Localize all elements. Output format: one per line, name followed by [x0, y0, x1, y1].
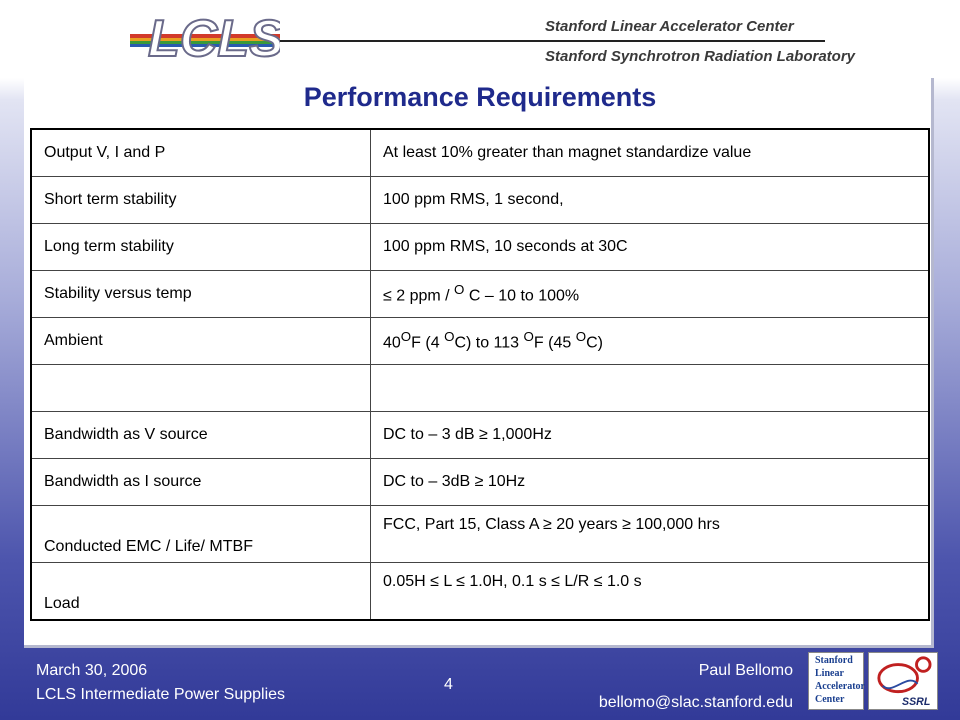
value-text: C) to 113	[454, 334, 524, 352]
value-text: C – 10 to 100%	[464, 287, 580, 305]
page-number: 4	[444, 676, 453, 693]
degree-superscript: O	[454, 282, 465, 298]
requirement-label: Load	[30, 562, 371, 621]
requirement-label: Bandwidth as I source	[30, 458, 371, 506]
requirement-value: DC to – 3 dB ≥ 1,000Hz	[370, 411, 930, 459]
requirement-value: DC to – 3dB ≥ 10Hz	[370, 458, 930, 506]
footer-subject: LCLS Intermediate Power Supplies	[36, 686, 286, 703]
value-text: C)	[586, 334, 603, 352]
table-row: Long term stability 100 ppm RMS, 10 seco…	[30, 223, 930, 271]
requirement-label: Bandwidth as V source	[30, 411, 371, 459]
degree-superscript: O	[575, 329, 587, 345]
table-row: Bandwidth as V source DC to – 3 dB ≥ 1,0…	[30, 411, 930, 459]
requirement-label: Output V, I and P	[30, 128, 371, 177]
slide-title: Performance Requirements	[303, 82, 657, 112]
requirement-value	[370, 364, 930, 412]
table-row: Stability versus temp ≤ 2 ppm / O C – 10…	[30, 270, 930, 318]
degree-superscript: O	[444, 329, 455, 345]
footer-email: bellomo@slac.stanford.edu	[598, 694, 793, 711]
slac-logo-line: Center	[815, 694, 845, 705]
slac-logo-line: Linear	[815, 668, 844, 679]
requirement-label	[30, 364, 371, 412]
value-text: ≤ 2 ppm /	[383, 287, 455, 305]
requirement-label: Stability versus temp	[30, 270, 371, 318]
institution-ssrl: Stanford Synchrotron Radiation Laborator…	[545, 48, 856, 65]
value-text: F (45	[533, 334, 576, 352]
slac-logo-line: Accelerator	[815, 681, 865, 692]
table-row: Output V, I and P At least 10% greater t…	[30, 128, 930, 177]
table-row: Ambient 40OF (4 OC) to 113 OF (45 OC)	[30, 317, 930, 365]
requirement-value: ≤ 2 ppm / O C – 10 to 100%	[370, 270, 930, 318]
footer-author: Paul Bellomo	[698, 662, 793, 679]
lcls-logo: LCLS	[130, 9, 280, 66]
footer-date: March 30, 2006	[36, 662, 148, 679]
degree-superscript: O	[523, 329, 534, 345]
header-bar: LCLS Stanford Linear Accelerator Center …	[0, 0, 960, 78]
table-row: Conducted EMC / Life/ MTBF FCC, Part 15,…	[30, 505, 930, 563]
requirement-label: Conducted EMC / Life/ MTBF	[30, 505, 371, 563]
table-row: Load 0.05H ≤ L ≤ 1.0H, 0.1 s ≤ L/R ≤ 1.0…	[30, 562, 930, 621]
value-text: F (4	[411, 334, 445, 352]
requirement-value: At least 10% greater than magnet standar…	[370, 128, 930, 177]
requirement-label: Short term stability	[30, 176, 371, 224]
degree-superscript: O	[400, 329, 412, 345]
requirement-label: Long term stability	[30, 223, 371, 271]
requirements-table: Output V, I and P At least 10% greater t…	[30, 128, 930, 621]
institution-slac: Stanford Linear Accelerator Center	[545, 18, 794, 35]
requirement-value: 0.05H ≤ L ≤ 1.0H, 0.1 s ≤ L/R ≤ 1.0 s	[370, 562, 930, 621]
requirement-label: Ambient	[30, 317, 371, 365]
table-row: Bandwidth as I source DC to – 3dB ≥ 10Hz	[30, 458, 930, 506]
table-row: Short term stability 100 ppm RMS, 1 seco…	[30, 176, 930, 224]
slac-logo-line: Stanford	[815, 655, 853, 666]
requirement-value: 40OF (4 OC) to 113 OF (45 OC)	[370, 317, 930, 365]
ssrl-logo: SSRL	[868, 652, 938, 710]
header-divider	[280, 40, 825, 42]
value-text: 40	[383, 334, 401, 352]
requirement-value: 100 ppm RMS, 1 second,	[370, 176, 930, 224]
requirement-value: 100 ppm RMS, 10 seconds at 30C	[370, 223, 930, 271]
logo-text: LCLS	[148, 10, 280, 66]
table-row-empty	[30, 364, 930, 412]
requirement-value: FCC, Part 15, Class A ≥ 20 years ≥ 100,0…	[370, 505, 930, 563]
slac-logo: Stanford Linear Accelerator Center	[808, 652, 865, 710]
ssrl-logo-text: SSRL	[902, 696, 930, 708]
